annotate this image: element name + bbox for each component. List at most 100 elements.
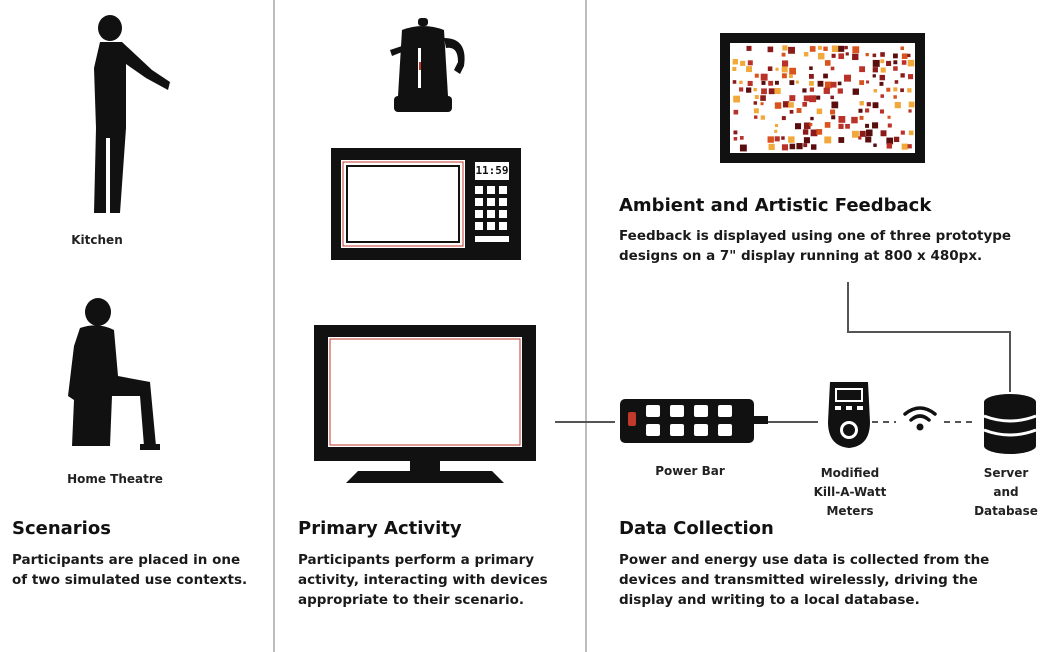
meter-label-line: Kill-A-Watt	[813, 485, 887, 499]
mosaic-tile	[880, 52, 885, 57]
mosaic-tile	[809, 80, 814, 86]
mosaic-tile	[831, 53, 836, 58]
feedback-description: Feedback is displayed using one of three…	[619, 226, 1011, 266]
mosaic-tile	[747, 60, 753, 66]
mosaic-tile	[739, 80, 743, 85]
kettle-icon	[390, 18, 465, 112]
mosaic-tile	[907, 53, 911, 58]
mosaic-tile	[753, 87, 757, 92]
mosaic-tile	[872, 74, 876, 78]
mosaic-tile	[851, 130, 859, 138]
mosaic-tile	[879, 74, 885, 81]
mosaic-tile	[803, 52, 809, 57]
mosaic-tile	[732, 59, 739, 65]
mosaic-tile	[802, 88, 807, 93]
mosaic-tile	[809, 66, 813, 70]
mosaic-tile	[872, 59, 880, 67]
mosaic-tile	[760, 73, 768, 81]
mosaic-tile	[789, 74, 793, 79]
mosaic-tile	[781, 60, 789, 67]
mosaic-tile	[893, 95, 897, 99]
mosaic-tile	[817, 45, 822, 50]
mosaic-tile	[837, 81, 842, 86]
mosaic-tile	[816, 108, 823, 115]
mosaic-tile	[879, 109, 885, 114]
wifi-icon	[903, 406, 937, 431]
mosaic-tile	[880, 67, 886, 73]
mosaic-tile	[782, 101, 790, 108]
mosaic-tile	[886, 87, 891, 92]
mosaic-tile	[767, 66, 773, 72]
mosaic-tile	[782, 45, 788, 51]
mosaic-tile	[858, 136, 862, 140]
sitting-person-icon	[68, 298, 160, 450]
mosaic-tile	[894, 80, 899, 84]
ambient-display-icon	[720, 33, 925, 163]
mosaic-tile	[838, 123, 844, 129]
scenarios-description-line: of two simulated use contexts.	[12, 572, 248, 588]
mosaic-tile	[761, 80, 766, 85]
server-label: Server and Database	[962, 464, 1050, 521]
mosaic-tile	[872, 122, 879, 129]
mosaic-tile	[838, 53, 845, 60]
mosaic-tile	[761, 88, 767, 95]
feedback-heading: Ambient and Artistic Feedback	[619, 195, 932, 216]
mosaic-tile	[886, 143, 893, 149]
mosaic-tile	[823, 46, 828, 51]
mosaic-tile	[795, 123, 802, 130]
microwave-icon	[331, 148, 521, 260]
mosaic-tile	[803, 95, 810, 102]
mosaic-tile	[900, 88, 904, 93]
mosaic-tile	[768, 88, 775, 95]
power-bar-icon	[620, 399, 768, 443]
mosaic-tile	[901, 53, 908, 59]
mosaic-tile	[767, 46, 774, 53]
scenarios-description-line: Participants are placed in one	[12, 552, 241, 568]
mosaic-tile	[809, 87, 815, 92]
mosaic-tile	[831, 45, 839, 53]
mosaic-tile	[810, 144, 817, 150]
mosaic-tile	[817, 80, 824, 87]
mosaic-tile	[859, 80, 865, 85]
mosaic-tile	[893, 60, 898, 65]
mosaic-tile	[837, 88, 843, 94]
scenarios-description: Participants are placed in one of two si…	[12, 550, 247, 590]
mosaic-tile	[810, 129, 818, 137]
mosaic-tile	[907, 59, 915, 67]
mosaic-tile	[740, 60, 746, 66]
mosaic-tile	[908, 130, 914, 136]
mosaic-tile	[900, 46, 905, 51]
meter-label: Modified Kill-A-Watt Meters	[795, 464, 905, 521]
mosaic-tile	[789, 95, 796, 102]
mosaic-tile	[880, 94, 884, 98]
primary-activity-description-line: appropriate to their scenario.	[298, 592, 524, 608]
mosaic-tile	[789, 80, 795, 86]
mosaic-tile	[768, 80, 774, 86]
mosaic-tile	[852, 88, 859, 95]
mosaic-tile	[788, 102, 794, 108]
mosaic-tile	[838, 137, 845, 143]
mosaic-tile	[907, 144, 912, 149]
scenarios-heading: Scenarios	[12, 518, 111, 539]
mosaic-tile	[816, 129, 823, 135]
mosaic-tile	[824, 136, 832, 144]
mosaic-tile	[908, 101, 915, 108]
mosaic-tile	[733, 137, 738, 141]
column-divider-right	[585, 0, 587, 652]
mosaic-tile	[774, 88, 781, 95]
mosaic-tile	[789, 143, 796, 150]
mosaic-tile	[844, 74, 851, 82]
mosaic-tile	[880, 130, 887, 137]
mosaic-tile	[809, 95, 817, 103]
mosaic-tile	[781, 73, 787, 79]
mosaic-tile	[866, 129, 873, 137]
mosaic-tile	[760, 102, 764, 106]
server-to-display-line	[847, 282, 1011, 392]
mosaic-tile	[845, 123, 850, 129]
mosaic-tile	[879, 81, 884, 86]
meter-label-line: Meters	[826, 504, 874, 518]
mosaic-tile	[859, 130, 866, 137]
mosaic-tile	[866, 102, 871, 107]
mosaic-tile	[830, 81, 837, 88]
mosaic-tile	[886, 60, 892, 66]
